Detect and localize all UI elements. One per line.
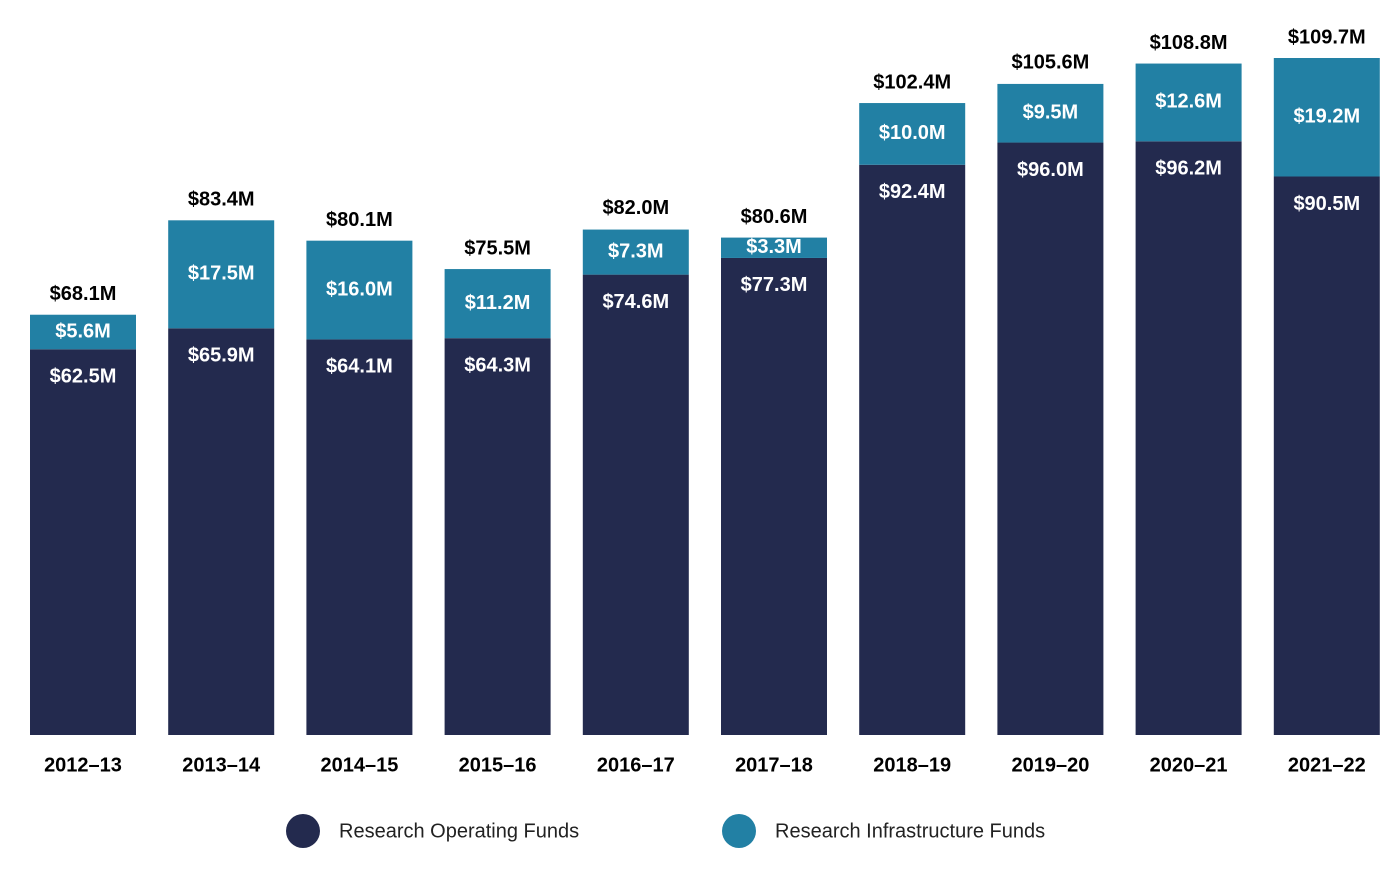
total-label: $83.4M [188, 189, 255, 211]
value-label: $96.0M [1017, 159, 1084, 181]
bar-segment [306, 339, 413, 735]
value-label: $62.5M [50, 366, 117, 388]
x-tick-label: 2013–14 [182, 754, 261, 776]
total-label: $82.0M [602, 197, 669, 219]
total-label: $68.1M [50, 283, 117, 305]
value-label: $16.0M [326, 278, 393, 300]
x-tick-label: 2020–21 [1150, 754, 1228, 776]
bar-segment [1273, 58, 1380, 177]
value-label: $96.2M [1155, 158, 1222, 180]
value-label: $65.9M [188, 345, 255, 367]
bar-segment [1135, 63, 1242, 142]
total-label: $109.7M [1288, 26, 1366, 48]
value-label: $9.5M [1023, 102, 1079, 124]
bar-segment [997, 142, 1104, 735]
bar-segment [721, 237, 827, 258]
x-tick-label: 2017–18 [735, 754, 813, 776]
bar-segment [859, 103, 966, 165]
value-label: $92.4M [879, 181, 946, 203]
value-label: $74.6M [602, 291, 669, 313]
bar-segment [306, 240, 413, 340]
x-tick-label: 2021–22 [1288, 754, 1366, 776]
bar-segment [30, 349, 136, 735]
value-label: $11.2M [465, 292, 531, 314]
x-tick-label: 2014–15 [320, 754, 398, 776]
x-tick-label: 2012–13 [44, 754, 122, 776]
value-label: $64.1M [326, 356, 393, 378]
bar-segment [997, 83, 1104, 143]
value-label: $64.3M [464, 354, 531, 376]
legend-swatch [286, 814, 320, 848]
bar-segment [582, 274, 689, 735]
bar-segment [30, 314, 136, 350]
bar-segment [168, 220, 275, 329]
bar-segment [1273, 176, 1380, 736]
legend-label: Research Operating Funds [339, 820, 579, 842]
value-label: $3.3M [746, 236, 802, 258]
value-label: $7.3M [608, 240, 664, 262]
legend-swatch [722, 814, 756, 848]
legend-label: Research Infrastructure Funds [775, 820, 1045, 842]
bar-segment [721, 257, 827, 735]
total-label: $75.5M [464, 237, 531, 259]
bar-segment [1135, 141, 1242, 735]
total-label: $105.6M [1011, 52, 1089, 74]
x-tick-label: 2019–20 [1011, 754, 1089, 776]
bar-segment [582, 229, 689, 275]
x-tick-label: 2018–19 [873, 754, 951, 776]
bar-segment [859, 164, 966, 735]
bar-segment [444, 338, 551, 735]
value-label: $12.6M [1155, 91, 1222, 113]
value-label: $17.5M [188, 263, 255, 285]
x-tick-label: 2015–16 [459, 754, 537, 776]
value-label: $77.3M [741, 274, 808, 296]
total-label: $80.6M [741, 206, 808, 228]
bar-segment [444, 269, 551, 339]
total-label: $102.4M [873, 71, 951, 93]
value-label: $10.0M [879, 122, 946, 144]
value-label: $5.6M [55, 320, 111, 342]
x-tick-label: 2016–17 [597, 754, 675, 776]
value-label: $19.2M [1293, 106, 1360, 128]
value-label: $90.5M [1293, 193, 1360, 215]
bar-segment [168, 328, 275, 735]
total-label: $80.1M [326, 209, 393, 231]
total-label: $108.8M [1150, 32, 1228, 54]
